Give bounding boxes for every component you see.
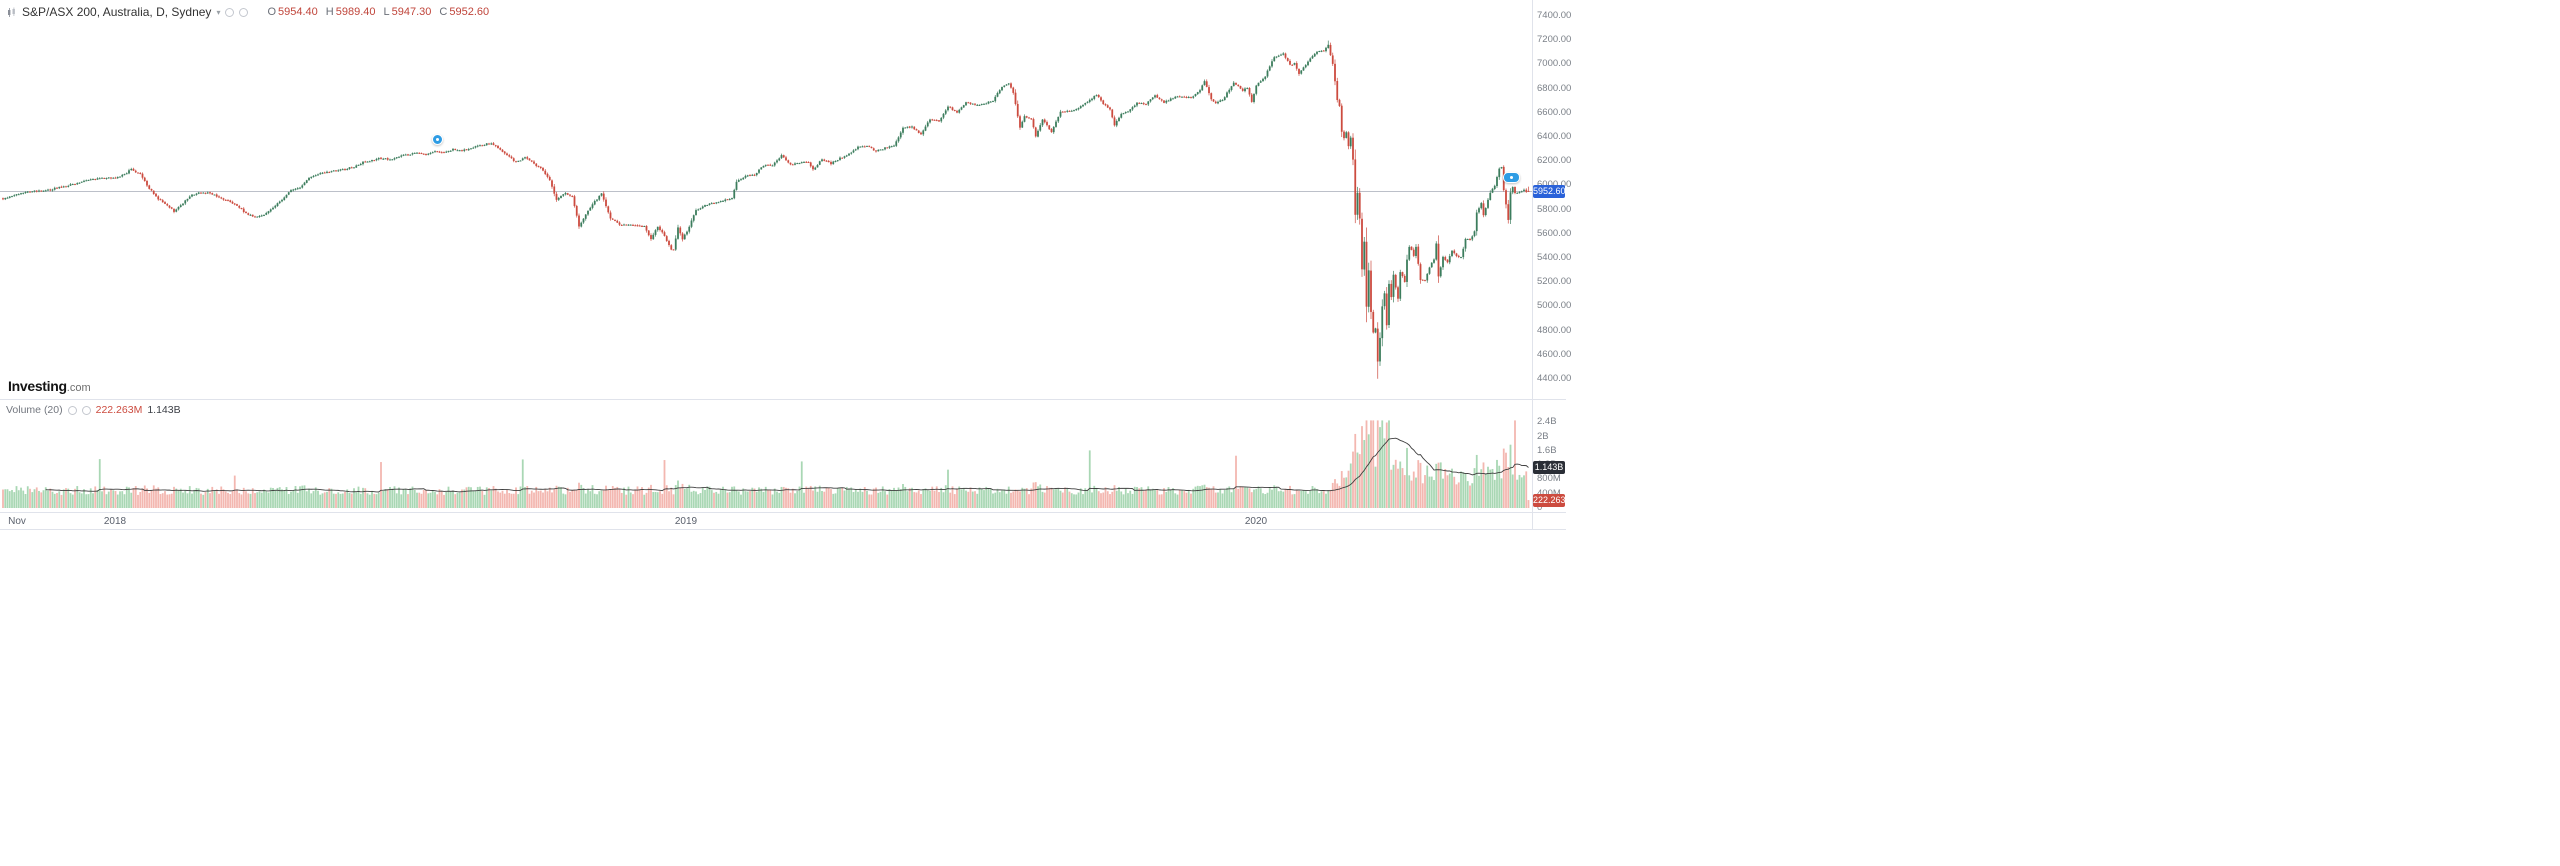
volume-axis-label: 400M — [1537, 488, 1561, 499]
price-axis-label: 7400.00 — [1537, 10, 1572, 21]
ohlc-label: H — [325, 6, 334, 18]
time-axis-label: Nov — [8, 516, 26, 527]
volume-axis-label: 2.4B — [1537, 416, 1557, 428]
last-candle-pin-marker[interactable] — [1503, 172, 1520, 183]
settings-icon[interactable] — [239, 7, 249, 17]
symbol-header: S&P/ASX 200, Australia, D, Sydney ▾ O 595… — [6, 4, 489, 20]
volume-ma-value: 1.143B — [147, 404, 181, 416]
ohlc-value: 5952.60 — [449, 6, 490, 18]
price-chart-widget: S&P/ASX 200, Australia, D, Sydney ▾ O 595… — [0, 0, 1574, 530]
investing-logo: Investing.com — [8, 378, 91, 396]
settings-icon[interactable] — [81, 405, 91, 415]
price-axis-label: 6200.00 — [1537, 155, 1572, 167]
volume-ma-badge: 1.143B — [1533, 460, 1565, 474]
price-axis-label: 7000.00 — [1537, 58, 1572, 70]
chevron-down-icon[interactable]: ▾ — [216, 7, 221, 17]
investing-logo-text: Investing — [8, 378, 67, 394]
ohlc-values: O 5954.40 H 5989.40 L 5947.30 C 5952.60 — [259, 6, 489, 18]
price-axis-label: 5600.00 — [1537, 227, 1572, 239]
time-axis-label: 2018 — [103, 516, 127, 527]
price-axis-label: 5000.00 — [1537, 300, 1572, 312]
volume-indicator-label[interactable]: Volume (20) — [6, 404, 63, 416]
price-axis-label: 6600.00 — [1537, 106, 1572, 118]
price-axis-label: 6400.00 — [1537, 131, 1572, 142]
candlestick-chart-icon — [6, 7, 17, 18]
time-axis-label: 2020 — [1244, 516, 1268, 527]
ohlc-value: 5947.30 — [391, 6, 432, 18]
price-axis-label: 5800.00 — [1537, 203, 1572, 215]
chart-pin-marker[interactable] — [432, 134, 443, 145]
last-price-badge: 5952.60 — [1533, 184, 1566, 198]
volume-axis-label: 1.6B — [1537, 444, 1557, 456]
ohlc-label: O — [267, 6, 277, 18]
price-axis-label: 7200.00 — [1537, 34, 1572, 46]
symbol-title[interactable]: S&P/ASX 200, Australia, D, Sydney — [22, 5, 212, 19]
eye-icon[interactable] — [225, 7, 235, 17]
investing-logo-suffix: .com — [66, 382, 91, 394]
price-axis-label: 4600.00 — [1537, 348, 1572, 360]
price-axis-label: 6800.00 — [1537, 82, 1572, 94]
time-axis-label: 2019 — [674, 516, 698, 527]
volume-axis-label: 800M — [1537, 473, 1561, 485]
volume-axis-label: 2B — [1537, 430, 1549, 442]
price-axis-label: 4400.00 — [1537, 373, 1572, 384]
pin-dot-icon — [1510, 176, 1513, 179]
ohlc-label: L — [383, 6, 390, 18]
volume-axis-label: 0 — [1537, 502, 1543, 513]
price-axis-label: 4800.00 — [1537, 324, 1572, 336]
eye-icon[interactable] — [67, 405, 77, 415]
ohlc-value: 5989.40 — [335, 6, 376, 18]
volume-current-value: 222.263M — [95, 404, 143, 416]
ohlc-value: 5954.40 — [278, 6, 318, 18]
volume-value-badge: 222.263M — [1533, 493, 1574, 507]
price-axis-label: 5200.00 — [1537, 276, 1572, 288]
pin-dot-icon — [436, 138, 439, 141]
volume-indicator-header: Volume (20) 222.263M 1.143B — [6, 403, 181, 417]
price-axis-label: 5400.00 — [1537, 252, 1572, 263]
ohlc-label: C — [439, 6, 448, 18]
chart-canvas[interactable] — [0, 0, 1566, 530]
